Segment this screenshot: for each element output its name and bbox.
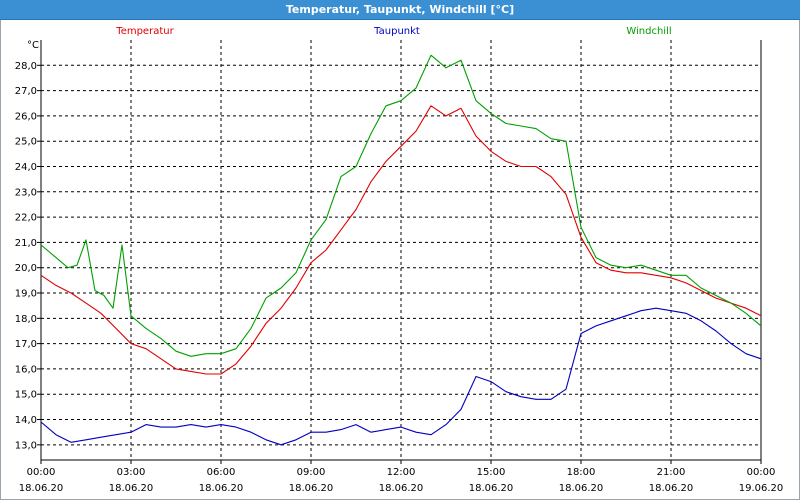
x-tick-time: 21:00: [657, 467, 686, 478]
series-line-taupunkt: [40, 307, 762, 446]
y-tick-label: 17,0: [15, 339, 37, 350]
y-tick-label: 28,0: [15, 61, 37, 72]
legend-entry-temperatur: Temperatur: [115, 26, 174, 37]
x-tick-date: 18.06.20: [199, 483, 244, 494]
x-tick-time: 00:00: [747, 467, 776, 478]
y-tick-label: 19,0: [15, 289, 37, 300]
series-line-windchill: [40, 54, 762, 357]
y-tick-label: 15,0: [15, 390, 37, 401]
y-tick-label: 23,0: [15, 187, 37, 198]
y-tick-label: 20,0: [15, 263, 37, 274]
chart-panel: 13,0 14,0 15,0 16,0 17,0 18,0 19,0 20,0 21,0 22,0…: [0, 20, 800, 500]
x-tick-date: 18.06.20: [649, 483, 694, 494]
y-tick-label: 14,0: [15, 415, 37, 426]
x-tick-date: 18.06.20: [289, 483, 334, 494]
y-tick-label: 21,0: [15, 238, 37, 249]
x-tick-time: 00:00: [27, 467, 56, 478]
y-tick-label: 22,0: [15, 213, 37, 224]
series-line-temperatur: [40, 105, 762, 375]
legend-entry-taupunkt: Taupunkt: [373, 26, 420, 37]
y-tick-label: 18,0: [15, 314, 37, 325]
x-tick-date: 18.06.20: [109, 483, 154, 494]
y-tick-label: 26,0: [15, 111, 37, 122]
y-tick-label: 16,0: [15, 364, 37, 375]
chart-title-bar: Temperatur, Taupunkt, Windchill [°C]: [0, 0, 800, 20]
x-tick-time: 12:00: [387, 467, 416, 478]
legend-entry-windchill: Windchill: [626, 26, 671, 37]
y-tick-label: 27,0: [15, 86, 37, 97]
x-tick-date: 18.06.20: [469, 483, 514, 494]
x-tick-time: 06:00: [207, 467, 236, 478]
series-layer: [40, 54, 762, 446]
x-tick-date: 18.06.20: [19, 483, 64, 494]
x-tick-date: 18.06.20: [559, 483, 604, 494]
x-tick-date: 19.06.20: [739, 483, 784, 494]
x-tick-time: 09:00: [297, 467, 326, 478]
y-tick-label: 25,0: [15, 137, 37, 148]
line-chart: 13,0 14,0 15,0 16,0 17,0 18,0 19,0 20,0 21,0 22,0…: [15, 26, 784, 494]
x-tick-time: 18:00: [567, 467, 596, 478]
y-axis-unit-label: °C: [27, 40, 39, 51]
axes-layer: 13,0 14,0 15,0 16,0 17,0 18,0 19,0 20,0 21,0 22,0…: [15, 40, 784, 494]
legend: Temperatur Taupunkt Windchill: [115, 26, 671, 37]
x-tick-date: 18.06.20: [379, 483, 424, 494]
x-tick-time: 03:00: [117, 467, 146, 478]
chart-title: Temperatur, Taupunkt, Windchill [°C]: [285, 3, 515, 16]
y-tick-label: 24,0: [15, 162, 37, 173]
grid-layer: [41, 40, 761, 460]
x-tick-time: 15:00: [477, 467, 506, 478]
y-tick-label: 13,0: [15, 440, 37, 451]
